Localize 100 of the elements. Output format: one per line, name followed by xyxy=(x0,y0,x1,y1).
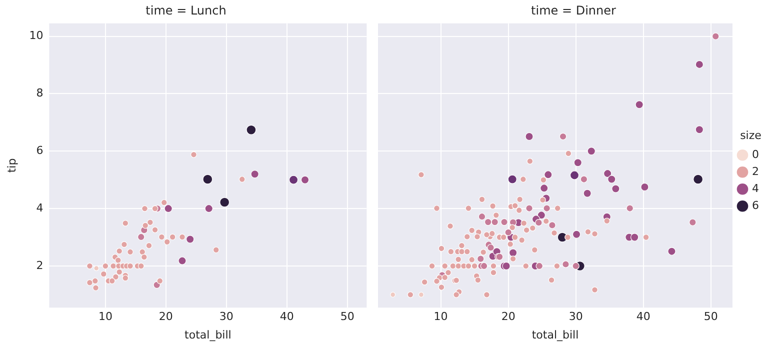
point xyxy=(100,270,107,278)
point xyxy=(146,242,152,249)
point xyxy=(478,212,486,220)
point xyxy=(603,169,612,178)
point xyxy=(110,262,117,270)
point xyxy=(480,262,488,270)
point xyxy=(476,255,484,262)
x-tick-label: 20 xyxy=(501,310,516,324)
point xyxy=(300,176,310,184)
point xyxy=(487,244,494,252)
point xyxy=(169,234,176,240)
point xyxy=(626,204,634,212)
point xyxy=(548,222,556,229)
point xyxy=(152,205,158,212)
point xyxy=(536,262,544,270)
point xyxy=(238,176,246,182)
point xyxy=(137,233,145,241)
chart-title: time = Dinner xyxy=(531,3,616,18)
point xyxy=(504,228,512,236)
point xyxy=(122,274,129,282)
point xyxy=(152,226,158,234)
point xyxy=(94,266,100,272)
point xyxy=(140,254,148,260)
point xyxy=(246,124,256,135)
point xyxy=(86,279,93,286)
point xyxy=(630,233,639,242)
point xyxy=(102,262,109,270)
point xyxy=(635,100,644,109)
point xyxy=(146,219,154,226)
point xyxy=(580,176,588,183)
point xyxy=(535,218,542,226)
point xyxy=(418,292,424,298)
point xyxy=(572,262,580,270)
point xyxy=(695,126,704,134)
legend-label: 6 xyxy=(752,198,759,212)
x-tick-label: 30 xyxy=(219,310,234,324)
x-tick-label: 50 xyxy=(704,310,718,324)
point xyxy=(537,211,546,220)
point xyxy=(92,278,98,284)
x-axis-title: total_bill xyxy=(184,328,232,342)
point xyxy=(120,241,128,248)
point xyxy=(122,220,129,226)
point xyxy=(543,204,550,212)
point xyxy=(693,174,704,184)
x-tick-label: 40 xyxy=(280,310,294,324)
x-tick-label: 50 xyxy=(340,310,354,324)
point xyxy=(640,182,649,192)
point xyxy=(127,248,134,256)
point xyxy=(127,262,134,270)
point xyxy=(587,147,596,156)
point xyxy=(186,235,194,244)
point xyxy=(108,278,116,284)
point xyxy=(178,256,186,265)
point xyxy=(540,184,548,192)
y-tick-label: 2 xyxy=(36,258,44,272)
point xyxy=(583,189,592,198)
y-tick-label: 6 xyxy=(36,144,44,158)
x-tick-label: 40 xyxy=(636,310,650,324)
point xyxy=(156,278,164,284)
point xyxy=(525,132,534,141)
y-tick-label: 4 xyxy=(36,201,44,214)
point xyxy=(160,199,168,206)
x-axis-title: total_bill xyxy=(532,328,579,342)
point xyxy=(92,284,99,291)
point xyxy=(484,218,492,226)
point xyxy=(114,257,122,264)
x-tick-label: 30 xyxy=(568,310,583,324)
point xyxy=(668,247,676,256)
x-tick-label: 20 xyxy=(158,310,173,324)
point xyxy=(142,205,148,212)
chart-title: time = Lunch xyxy=(146,3,226,18)
point xyxy=(190,151,197,158)
point xyxy=(570,170,580,180)
legend-label: 4 xyxy=(752,182,759,195)
point xyxy=(250,170,259,178)
point xyxy=(526,204,533,212)
point xyxy=(164,204,172,213)
legend-title: size xyxy=(740,128,762,142)
point xyxy=(204,204,213,213)
point xyxy=(390,292,396,298)
point xyxy=(116,248,123,254)
point xyxy=(612,184,620,193)
point xyxy=(491,218,498,226)
point xyxy=(288,175,298,184)
point xyxy=(220,197,230,208)
point xyxy=(500,218,508,226)
x-tick-label: 10 xyxy=(98,310,112,324)
point xyxy=(164,238,170,246)
legend-label: 2 xyxy=(752,164,759,178)
point xyxy=(689,218,696,226)
y-axis-title: tip xyxy=(5,158,18,173)
point xyxy=(112,274,119,280)
point xyxy=(562,260,570,268)
point xyxy=(142,222,149,229)
point xyxy=(508,248,518,257)
point xyxy=(572,230,581,238)
y-tick-label: 10 xyxy=(29,29,44,42)
point xyxy=(179,234,186,240)
point xyxy=(139,248,146,256)
point xyxy=(559,132,567,140)
